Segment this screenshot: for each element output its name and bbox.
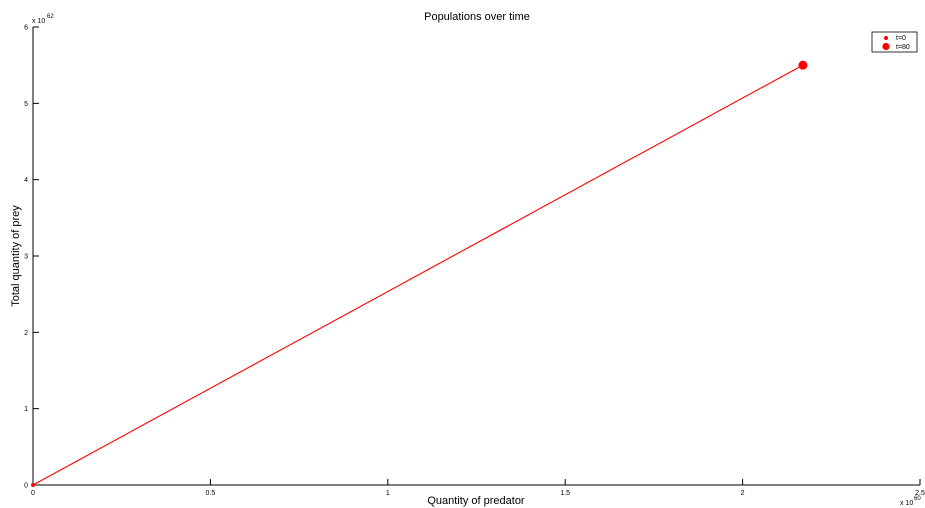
x-tick-label: 0.5 — [206, 490, 216, 497]
y-tick-label: 6 — [24, 25, 28, 32]
y-tick-label: 1 — [24, 406, 28, 413]
y-tick-label: 2 — [24, 330, 28, 337]
marker-layer — [31, 60, 808, 487]
y-exponent: 62 — [47, 14, 54, 20]
y-axis-label: Total quantity of prey — [10, 205, 22, 307]
series-line — [32, 64, 804, 486]
legend-marker-t80 — [882, 42, 890, 51]
x-tick-label: 2 — [741, 490, 745, 497]
y-tick-label: 3 — [24, 254, 28, 261]
y-tick-label: 5 — [24, 101, 28, 108]
marker-t-0 — [31, 483, 35, 487]
chart-title: Populations over time — [424, 11, 530, 23]
x-multiplier: x 10 — [900, 500, 913, 507]
x-axis-label: Quantity of predator — [427, 495, 525, 507]
legend-box — [871, 31, 918, 53]
legend-label-t80: t=80 — [896, 44, 910, 51]
y-tick-label: 4 — [24, 177, 28, 184]
legend-label-t0: t=0 — [896, 35, 906, 42]
x-tick-label: 2.5 — [915, 490, 925, 497]
y-multiplier: x 10 — [32, 18, 45, 25]
legend-marker-t0 — [884, 36, 888, 40]
plot-area — [33, 27, 920, 485]
x-exponent: 60 — [914, 496, 921, 502]
marker-t-80 — [798, 60, 808, 70]
series-layer — [32, 64, 804, 486]
x-tick-label: 1 — [386, 490, 390, 497]
x-tick-label: 0 — [31, 490, 35, 497]
x-tick-label: 1.5 — [560, 490, 570, 497]
y-tick-label: 0 — [24, 483, 28, 490]
legend: t=0 t=80 — [871, 31, 918, 53]
